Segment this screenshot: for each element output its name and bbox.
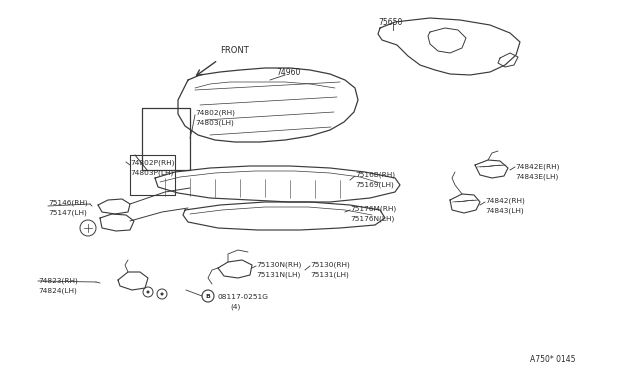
Text: 74803(LH): 74803(LH) <box>195 120 234 126</box>
Text: 75130N(RH): 75130N(RH) <box>256 262 301 269</box>
Text: 7516B(RH): 7516B(RH) <box>355 172 395 179</box>
Text: 08117-0251G: 08117-0251G <box>218 294 269 300</box>
Text: 74960: 74960 <box>276 68 300 77</box>
Text: 75130(RH): 75130(RH) <box>310 262 350 269</box>
Text: 74843E(LH): 74843E(LH) <box>515 173 558 180</box>
Text: 75131N(LH): 75131N(LH) <box>256 272 300 279</box>
Text: 74802(RH): 74802(RH) <box>195 110 235 116</box>
Text: (4): (4) <box>230 304 241 311</box>
Text: 75146(RH): 75146(RH) <box>48 200 88 206</box>
Circle shape <box>161 292 163 295</box>
Text: 75650: 75650 <box>378 18 403 27</box>
Text: 74823(RH): 74823(RH) <box>38 278 78 285</box>
Text: A750* 0145: A750* 0145 <box>530 355 575 364</box>
Text: 75147(LH): 75147(LH) <box>48 210 87 217</box>
Text: 75131(LH): 75131(LH) <box>310 272 349 279</box>
Text: 75176N(LH): 75176N(LH) <box>350 215 394 221</box>
Text: 74803P(LH): 74803P(LH) <box>130 170 173 176</box>
Text: 75169(LH): 75169(LH) <box>355 182 394 189</box>
Text: 74842E(RH): 74842E(RH) <box>515 163 559 170</box>
Text: 74802P(RH): 74802P(RH) <box>130 160 175 167</box>
Text: FRONT: FRONT <box>220 46 249 55</box>
Text: 74824(LH): 74824(LH) <box>38 288 77 295</box>
Text: 74842(RH): 74842(RH) <box>485 198 525 205</box>
Circle shape <box>147 291 150 294</box>
Text: 75176M(RH): 75176M(RH) <box>350 205 396 212</box>
Text: 74843(LH): 74843(LH) <box>485 208 524 215</box>
Text: B: B <box>205 294 211 298</box>
